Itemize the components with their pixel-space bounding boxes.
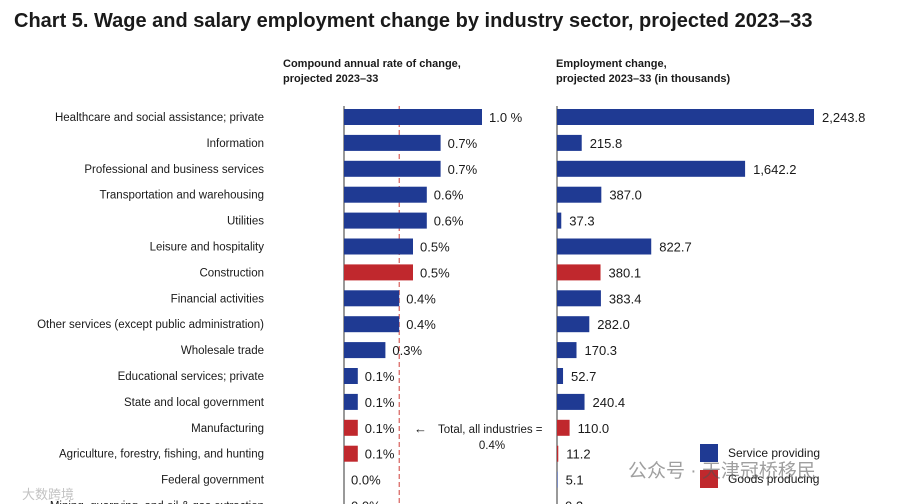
change-value-label: 170.3 [585,343,618,358]
rate-value-label: 0.3% [392,343,422,358]
rate-value-label: 0.0% [351,499,381,504]
rate-bar [344,445,358,462]
change-value-label: 110.0 [578,421,610,436]
category-label: Other services (except public administra… [37,319,264,331]
change-value-label: 1,642.2 [753,162,796,177]
change-bar [557,109,814,125]
change-value-label: 215.8 [590,136,623,151]
change-bar [557,212,562,229]
rate-bar [344,160,441,177]
change-value-label: 0.2 [565,499,583,504]
category-label: Healthcare and social assistance; privat… [55,112,264,124]
rate-value-label: 0.5% [420,240,450,255]
legend-item-goods: Goods producing [700,470,819,488]
change-value-label: 5.1 [566,473,584,488]
change-value-label: 11.2 [566,447,590,462]
change-value-label: 822.7 [659,240,692,255]
rate-bar [344,368,358,384]
change-bar [557,316,590,333]
watermark-corner: 大数跨境 [22,487,75,502]
category-label: Financial activities [171,293,265,305]
rate-bar [344,238,413,255]
change-value-label: 2,243.8 [822,110,865,125]
rate-value-label: 1.0 % [489,110,523,125]
rate-bar [344,212,427,229]
rate-value-label: 0.6% [434,188,464,203]
rate-bar [344,419,358,436]
change-value-label: 387.0 [609,188,642,203]
change-bar [557,160,746,177]
rate-value-label: 0.4% [406,317,436,332]
watermark-text: 公众号 · 天津冠桥移民 [628,461,816,482]
rate-bar [344,264,413,281]
category-label: Mining, quarrying, and oil & gas extract… [50,501,264,504]
category-label: Manufacturing [191,423,264,435]
rate-value-label: 0.6% [434,214,464,229]
legend-item-service: Service providing [700,444,820,462]
rate-chart-header-line2: projected 2023–33 [283,73,379,85]
category-label: Professional and business services [84,164,264,176]
change-bar [557,393,585,410]
category-label: State and local government [124,397,265,409]
rate-value-label: 0.7% [448,162,478,177]
rate-value-label: 0.1% [365,421,395,436]
change-value-label: 37.3 [569,214,594,229]
legend-label-goods: Goods producing [728,472,820,486]
category-label: Utilities [227,216,264,228]
change-bar [557,264,601,281]
rate-bar [344,393,358,410]
category-label: Educational services; private [118,371,264,383]
rate-value-label: 0.1% [365,447,395,462]
rate-bar [344,342,386,359]
rate-bar [344,186,427,203]
rate-chart-header-line1: Compound annual rate of change, [283,58,461,70]
change-value-label: 240.4 [593,395,626,410]
category-label: Information [206,138,264,150]
category-label: Construction [199,267,264,279]
change-chart-header-line2: projected 2023–33 (in thousands) [556,73,731,85]
rate-chart-header: Compound annual rate of change, projecte… [283,57,461,87]
change-value-label: 383.4 [609,291,642,306]
change-chart-header: Employment change, projected 2023–33 (in… [556,57,730,87]
category-label: Federal government [161,475,265,487]
legend-swatch-goods [700,470,718,488]
rate-value-label: 0.1% [365,369,395,384]
change-value-label: 52.7 [571,369,596,384]
rate-value-label: 0.4% [406,291,436,306]
change-bar [557,342,577,359]
rate-bar [344,134,441,151]
change-bar [557,290,601,307]
total-arrow: ← [414,421,427,436]
change-bar [557,238,652,255]
rate-bar [344,109,482,125]
total-annotation-line1: Total, all industries = [438,424,543,436]
rate-value-label: 0.1% [365,395,395,410]
change-bar [557,186,602,203]
rate-bar [344,290,400,307]
change-value-label: 282.0 [597,317,630,332]
change-bar [557,134,582,151]
rate-bar [344,316,400,333]
change-bar [557,471,558,488]
chart-title: Chart 5. Wage and salary employment chan… [14,10,813,32]
legend-swatch-service [700,444,718,462]
change-bar [557,419,570,436]
change-bar [557,445,559,462]
category-label: Leisure and hospitality [150,242,265,254]
change-chart-header-line1: Employment change, [556,58,667,70]
rate-value-label: 0.7% [448,136,478,151]
category-label: Transportation and warehousing [99,190,264,202]
rate-value-label: 0.5% [420,265,450,280]
rate-value-label: 0.0% [351,473,381,488]
legend-label-service: Service providing [728,446,821,460]
category-label: Wholesale trade [181,345,264,357]
change-bar [557,368,564,384]
change-value-label: 380.1 [609,265,642,280]
total-annotation-line2: 0.4% [479,440,505,452]
category-label: Agriculture, forestry, fishing, and hunt… [59,449,264,461]
